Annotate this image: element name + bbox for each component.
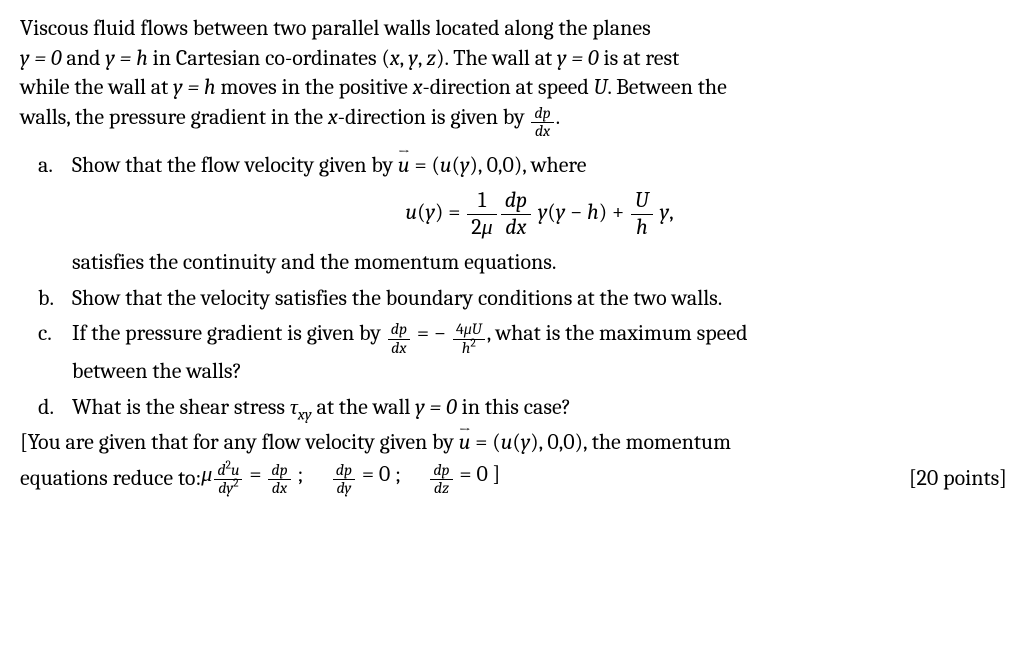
fraction-dpdx: dpdx xyxy=(531,105,553,141)
t: ; xyxy=(293,461,303,487)
part-b-body: Show that the velocity satisfies the bou… xyxy=(72,284,1007,314)
x-sym: x xyxy=(413,74,423,100)
t: and xyxy=(62,45,106,71)
den-dx: dx xyxy=(535,122,550,140)
hint-equations: equations reduce to: μd2udy2 = dpdx ; dp… xyxy=(20,460,869,498)
frac-U-h: U h xyxy=(631,188,653,240)
frac-dpdy: dpdy xyxy=(333,462,355,498)
frac-dp-dx: dp dx xyxy=(501,188,531,240)
part-a-line2: satisfies the continuity and the momentu… xyxy=(72,249,556,275)
den-h: h xyxy=(636,214,648,240)
t: = 0 ; xyxy=(357,461,401,487)
t: in this case? xyxy=(457,394,571,420)
intro-eq-yh2: y = h xyxy=(173,74,215,100)
marker-a: a. xyxy=(20,151,72,181)
num-dp2: dp xyxy=(505,187,527,213)
U-sym: U xyxy=(594,74,608,100)
frac-4muU-h2: 4μUh2 xyxy=(453,321,485,357)
den-dz: dz xyxy=(434,479,449,497)
y0: y = 0 xyxy=(415,394,457,420)
part-d-body: What is the shear stress τxy at the wall… xyxy=(72,393,1007,423)
t: moves in the positive xyxy=(216,74,413,100)
part-c-line2: between the walls? xyxy=(72,358,242,384)
frac-dpdx-h: dpdx xyxy=(268,462,290,498)
num-U: U xyxy=(635,187,649,213)
den-2mu: 2μ xyxy=(471,214,492,240)
den-dx3: dx xyxy=(391,339,406,357)
tau-sym: τ xyxy=(290,394,298,420)
t: [You are given that for any flow velocit… xyxy=(20,429,459,455)
part-b-text: Show that the velocity satisfies the bou… xyxy=(72,285,722,311)
hint-paragraph: [You are given that for any flow velocit… xyxy=(20,428,1007,458)
marker-c: c. xyxy=(20,319,72,349)
u-sym: u xyxy=(440,152,452,178)
part-a-body: Show that the flow velocity given by u =… xyxy=(72,151,1007,278)
marker-b: b. xyxy=(20,284,72,314)
sub-xy: xy xyxy=(298,405,312,423)
frac-d2u-dy2: d2udy2 xyxy=(214,462,242,498)
intro-paragraph: Viscous fluid flows between two parallel… xyxy=(20,14,1007,141)
den-dx2: dx xyxy=(505,214,526,240)
num-dp4: dp xyxy=(271,461,287,479)
t: . xyxy=(556,104,561,130)
vec-u: u xyxy=(398,151,410,181)
t: -direction is given by xyxy=(338,104,530,130)
t: = ( xyxy=(410,152,440,178)
frac-dpdx-c: dpdx xyxy=(388,321,410,357)
num-dp5: dp xyxy=(336,461,352,479)
frac-1-2mu: 1 2μ xyxy=(467,188,496,240)
parts-list: a. Show that the flow velocity given by … xyxy=(20,151,1007,423)
t: equations reduce to: xyxy=(20,464,201,494)
t: Show that the flow velocity given by xyxy=(72,152,398,178)
t: = xyxy=(244,461,266,487)
vec-u2: u xyxy=(459,428,471,458)
part-c: c. If the pressure gradient is given by … xyxy=(20,319,1007,386)
num-dp3: dp xyxy=(391,320,407,338)
coords: (x, y, z) xyxy=(381,45,444,71)
x-sym2: x xyxy=(328,104,338,130)
num-4muU: 4μU xyxy=(456,320,482,338)
intro-eq-y0b: y = 0 xyxy=(557,45,599,71)
u-sym2: u xyxy=(501,429,513,455)
num-1: 1 xyxy=(467,188,496,214)
t: ( xyxy=(452,152,460,178)
t: is at rest xyxy=(599,45,680,71)
t: If the pressure gradient is given by xyxy=(72,320,386,346)
den-dy: dy xyxy=(336,479,351,497)
hint-row-2: equations reduce to: μd2udy2 = dpdx ; dp… xyxy=(20,460,1007,498)
num-dp6: dp xyxy=(433,461,449,479)
t: while the wall at xyxy=(20,74,173,100)
t: -direction at speed xyxy=(423,74,594,100)
t: in Cartesian co-ordinates xyxy=(148,45,382,71)
marker-d: d. xyxy=(20,393,72,423)
frac-dpdz: dpdz xyxy=(430,462,452,498)
points-label: [20 points] xyxy=(869,464,1007,494)
t: ), 0,0), where xyxy=(469,152,586,178)
t: . Between the xyxy=(607,74,726,100)
t: = ( xyxy=(470,429,500,455)
intro-line1: Viscous fluid flows between two parallel… xyxy=(20,15,651,41)
y-sym2: y xyxy=(521,429,530,455)
part-b: b. Show that the velocity satisfies the … xyxy=(20,284,1007,314)
t: = 0 ] xyxy=(455,461,501,487)
t: walls, the pressure gradient in the xyxy=(20,104,328,130)
den-dx4: dx xyxy=(272,479,287,497)
part-d: d. What is the shear stress τxy at the w… xyxy=(20,393,1007,423)
mu-sym: μ xyxy=(201,461,212,487)
t: , what is the maximum speed xyxy=(487,320,748,346)
intro-eq-yh: y = h xyxy=(105,45,147,71)
t: . The wall at xyxy=(444,45,557,71)
part-c-body: If the pressure gradient is given by dpd… xyxy=(72,319,1007,386)
t: What is the shear stress xyxy=(72,394,290,420)
part-a: a. Show that the flow velocity given by … xyxy=(20,151,1007,278)
t: = − xyxy=(412,320,451,346)
t: ( xyxy=(512,429,520,455)
num-dp: dp xyxy=(534,104,550,122)
equation-uy: u(y) = 1 2μ dp dx y(y − h) + U h y, xyxy=(72,188,1007,240)
t: at the wall xyxy=(312,394,416,420)
intro-eq-y0: y = 0 xyxy=(20,45,62,71)
t: ), 0,0), the momentum xyxy=(530,429,731,455)
